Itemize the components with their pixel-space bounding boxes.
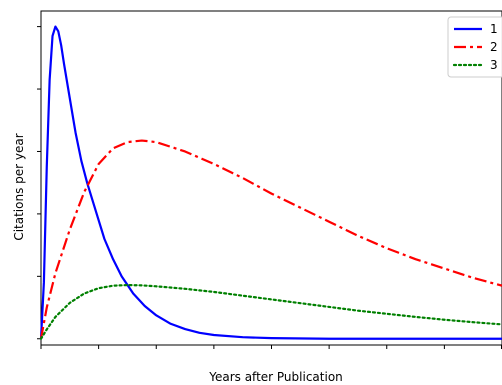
series-line-2 <box>39 139 502 339</box>
legend-box <box>447 16 502 78</box>
series-line-1 <box>39 25 502 340</box>
legend-label-2: 2 <box>490 40 498 54</box>
series-layer <box>39 25 502 340</box>
legend: 1 2 3 <box>447 16 502 78</box>
plot-area <box>40 10 502 346</box>
series-line-3 <box>39 283 502 340</box>
x-axis-label: Years after Publication <box>208 370 343 384</box>
y-axis-ticks <box>37 26 41 340</box>
legend-label-3: 3 <box>490 58 498 72</box>
y-axis-label: Citations per year <box>12 133 26 240</box>
x-axis-ticks <box>40 345 502 349</box>
legend-label-1: 1 <box>490 22 498 36</box>
